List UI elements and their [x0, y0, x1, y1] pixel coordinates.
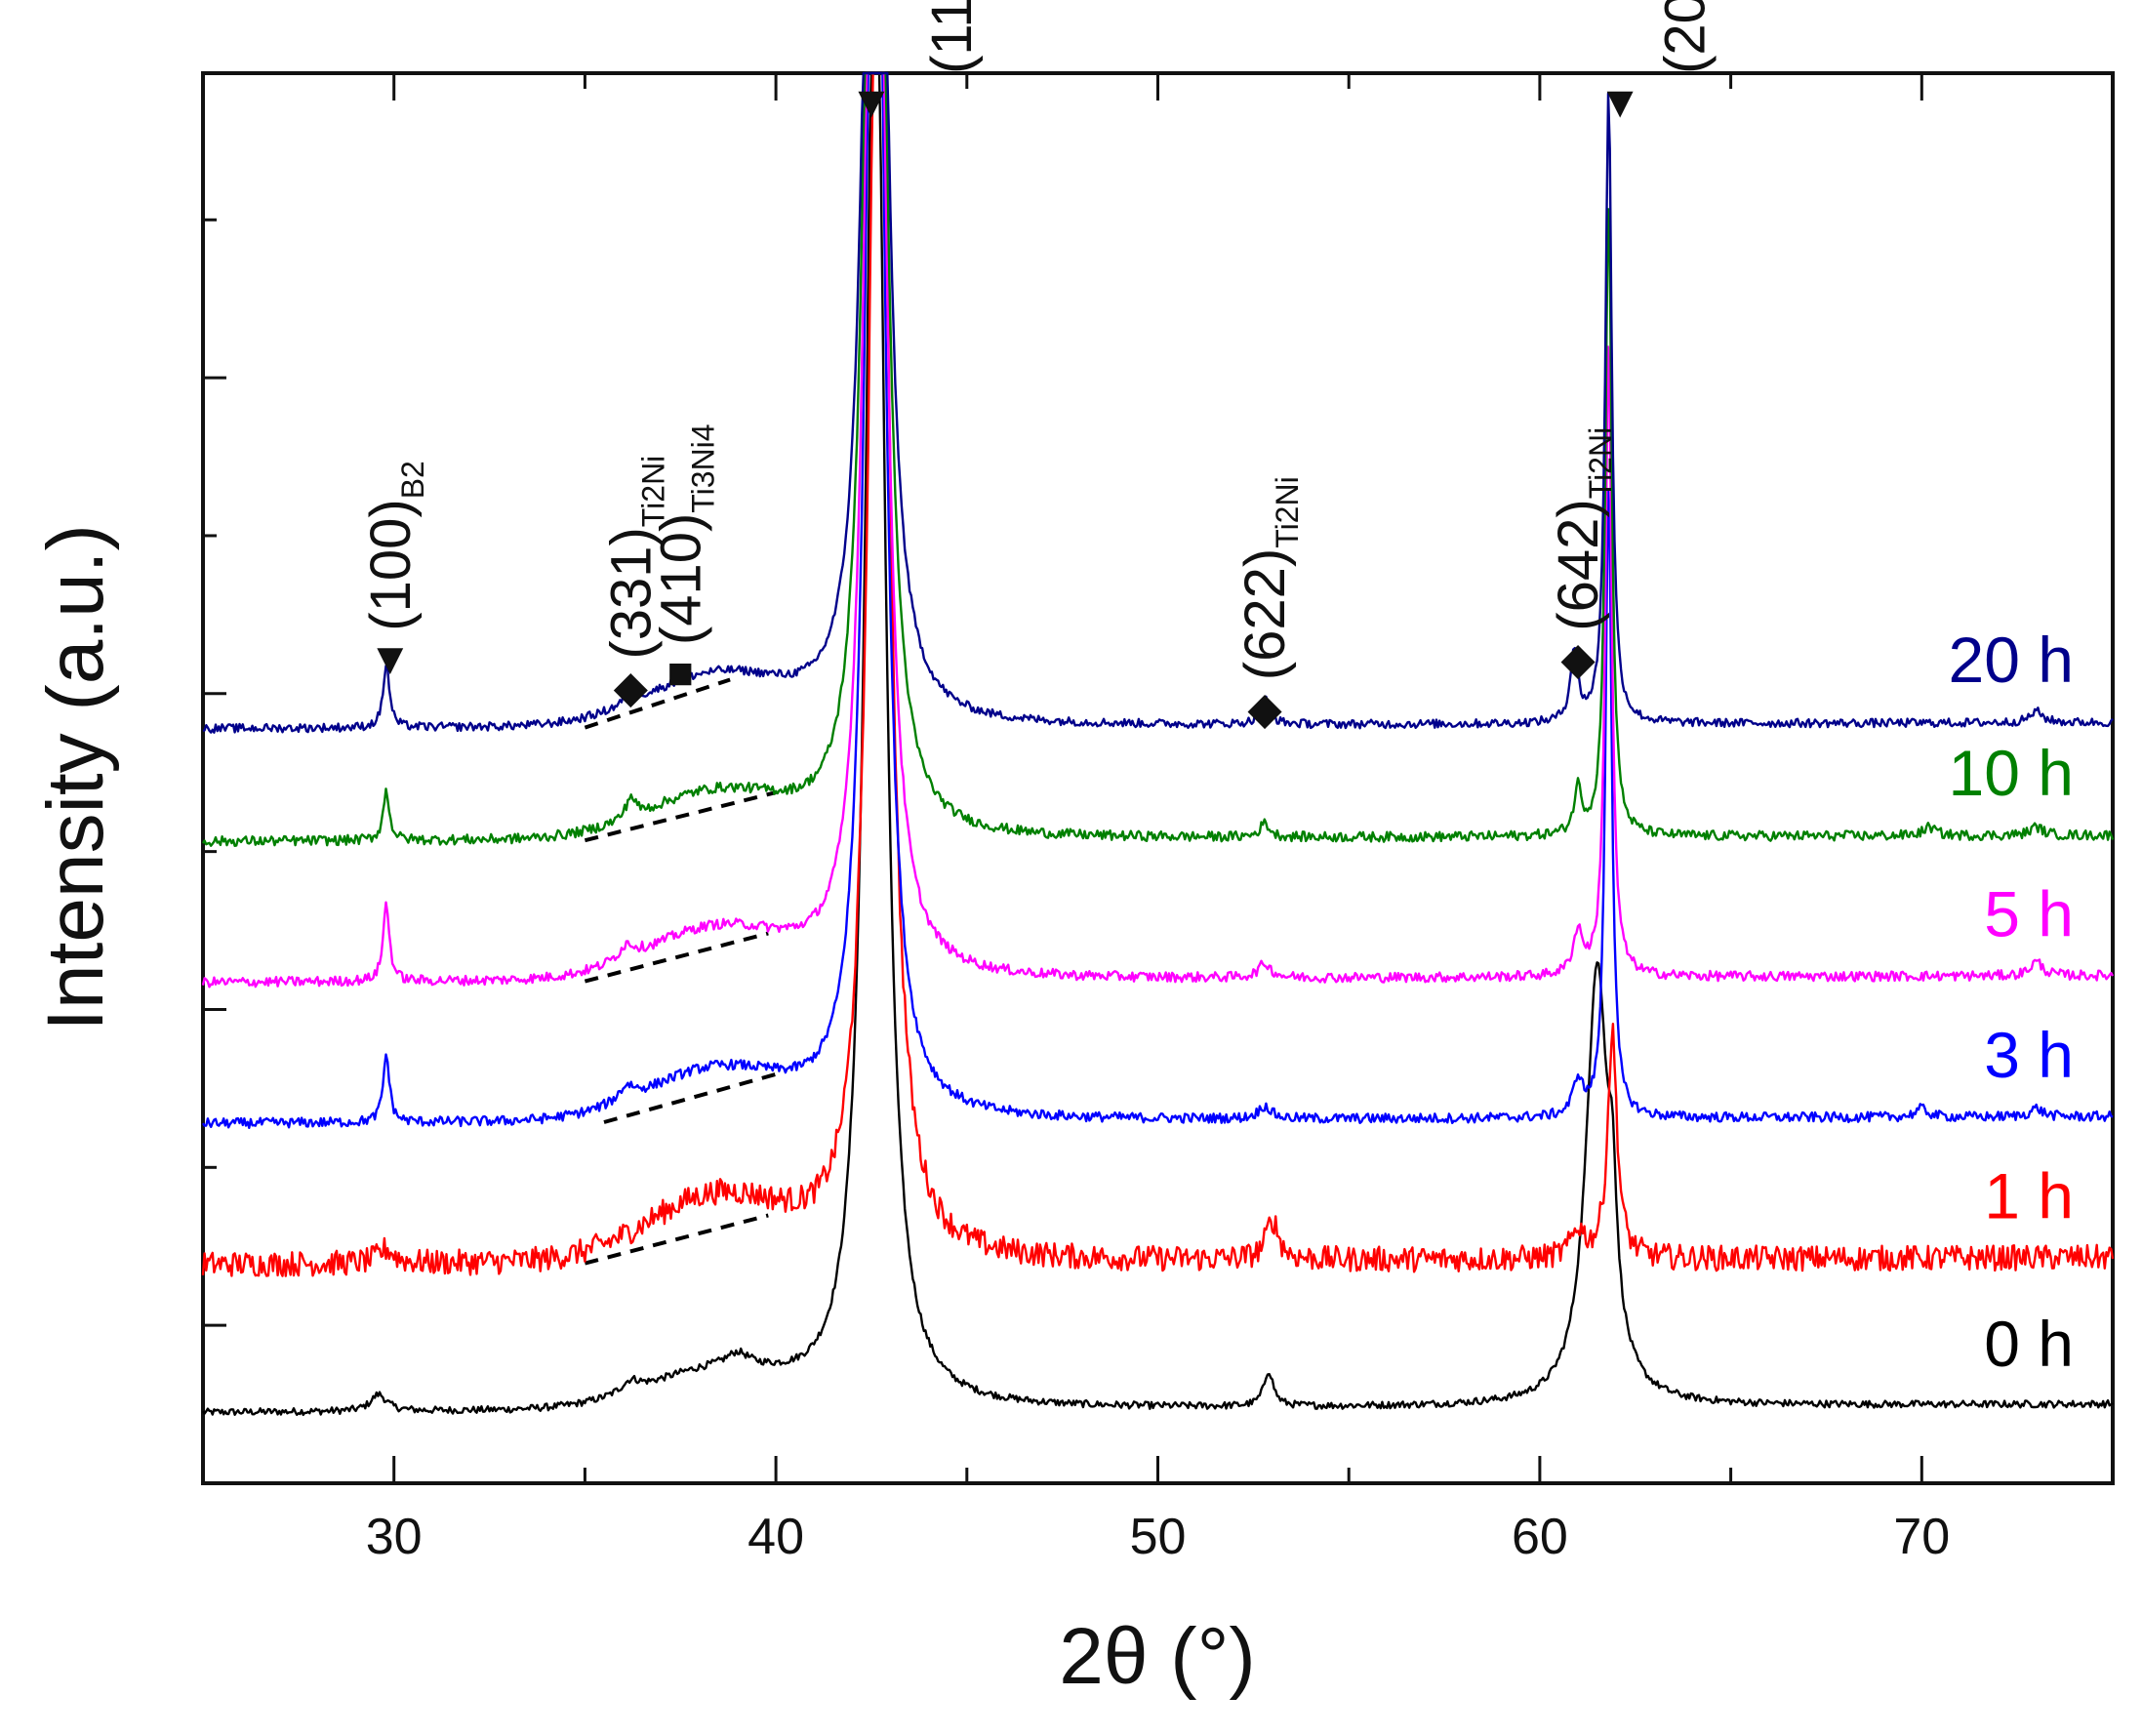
dashed-baseline: [584, 677, 731, 730]
series-label: 20 h: [1949, 624, 2074, 696]
peak-label-main: (100): [359, 499, 423, 630]
series-line-20h: [202, 71, 2114, 734]
dashed-baseline: [584, 790, 777, 843]
series-line-1h: [201, 71, 2115, 1277]
series-label: 0 h: [1984, 1308, 2074, 1380]
series-label: 5 h: [1984, 877, 2074, 949]
peak-label-sub: Ti2Ni: [1270, 476, 1305, 547]
series-line-0h: [201, 71, 2114, 1417]
peak-marker: ◆: [1560, 633, 1596, 684]
peak-annotations: ▼(100)B2◆(331)Ti2Ni■(410)Ti3Ni4▼(110)B2◆…: [359, 0, 1725, 733]
peak-marker: ◆: [1247, 682, 1282, 733]
series-labels: 0 h 1 h 3 h 5 h 10 h 20 h: [1949, 624, 2074, 1380]
peak-label-main: (642): [1547, 499, 1610, 630]
x-tick-label: 40: [748, 1509, 804, 1565]
peak-marker: ◆: [614, 662, 649, 712]
peak-marker: ▼: [849, 76, 894, 127]
peak-label-main: (331): [599, 527, 663, 659]
peak-label-sub: Ti3Ni4: [685, 424, 720, 512]
peak-label-sub: B2: [395, 461, 430, 499]
peak-marker: ■: [667, 647, 694, 698]
dashed-baseline: [584, 1213, 769, 1266]
peak-marker: ▼: [368, 633, 413, 684]
series-lines: [201, 71, 2115, 1417]
dashed-baseline: [584, 931, 769, 984]
peak-label: (410)Ti3Ni4: [649, 424, 720, 645]
x-axis-label: 2θ (°): [1059, 1612, 1255, 1701]
series-label: 3 h: [1984, 1019, 2074, 1091]
peak-label-sub: Ti2Ni: [1583, 427, 1618, 499]
peak-label-main: (110): [920, 0, 984, 74]
x-tick-label: 60: [1512, 1509, 1568, 1565]
x-tick-label: 70: [1893, 1509, 1950, 1565]
peak-label: (622)Ti2Ni: [1233, 476, 1305, 680]
peak-label-sub: Ti2Ni: [635, 456, 670, 527]
peak-label-main: (622): [1233, 548, 1297, 680]
series-line-3h: [201, 71, 2114, 1129]
x-tick-label: 50: [1130, 1509, 1187, 1565]
dashed-baselines: [584, 677, 777, 1266]
series-line-10h: [201, 71, 2115, 847]
peak-label: (200)B2: [1654, 0, 1725, 74]
peak-label: (100)B2: [359, 461, 430, 631]
dashed-baseline: [603, 1071, 777, 1124]
x-tick-label: 30: [366, 1509, 423, 1565]
peak-label-main: (200): [1654, 0, 1718, 74]
plot-frame: [201, 71, 2115, 1485]
peak-label: (110)B2: [920, 0, 991, 74]
y-axis-label: Intensity (a.u.): [31, 524, 120, 1031]
series-label: 1 h: [1984, 1159, 2074, 1231]
axis-ticks: 30 40 50 60 70: [201, 73, 2115, 1565]
peak-label: (642)Ti2Ni: [1547, 427, 1618, 631]
series-label: 10 h: [1949, 737, 2074, 809]
peak-label: (331)Ti2Ni: [599, 456, 670, 660]
peak-marker: ▼: [1597, 76, 1642, 127]
series-line-5h: [201, 71, 2115, 989]
peak-label-main: (410): [649, 513, 712, 645]
